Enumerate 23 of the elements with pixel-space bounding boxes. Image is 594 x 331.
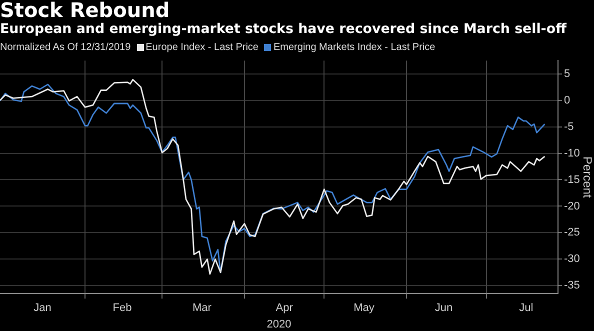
legend-label: Europe Index - Last Price [146, 42, 258, 53]
y-tick-label: -5 [564, 120, 574, 133]
y-tick-label: -30 [564, 253, 580, 266]
x-tick-label: Mar [192, 302, 212, 314]
y-tick-label: -25 [564, 226, 580, 239]
y-tick-label: 0 [564, 94, 570, 106]
x-tick-label: Apr [276, 302, 294, 314]
x-tick-label: May [354, 302, 375, 314]
y-tick-label: -35 [564, 280, 580, 292]
legend-label: Emerging Markets Index - Last Price [273, 42, 436, 53]
y-tick-label: -15 [564, 174, 580, 186]
x-tick-label: Feb [112, 302, 132, 314]
x-tick-label: Jun [434, 302, 453, 314]
legend-title: Normalized As Of 12/31/2019 [0, 42, 131, 53]
x-tick-label: Jan [34, 302, 52, 314]
y-tick-label: -10 [564, 147, 580, 160]
y-axis-title: Percent [580, 156, 594, 198]
chart-subtitle: European and emerging-market stocks have recovered since March sell-off [0, 22, 566, 37]
x-axis-title: 2020 [266, 318, 292, 330]
y-tick-label: -20 [564, 200, 580, 212]
y-tick-label: 5 [564, 68, 570, 80]
x-tick-label: Jul [519, 302, 534, 314]
chart-title: Stock Rebound [0, 0, 170, 22]
